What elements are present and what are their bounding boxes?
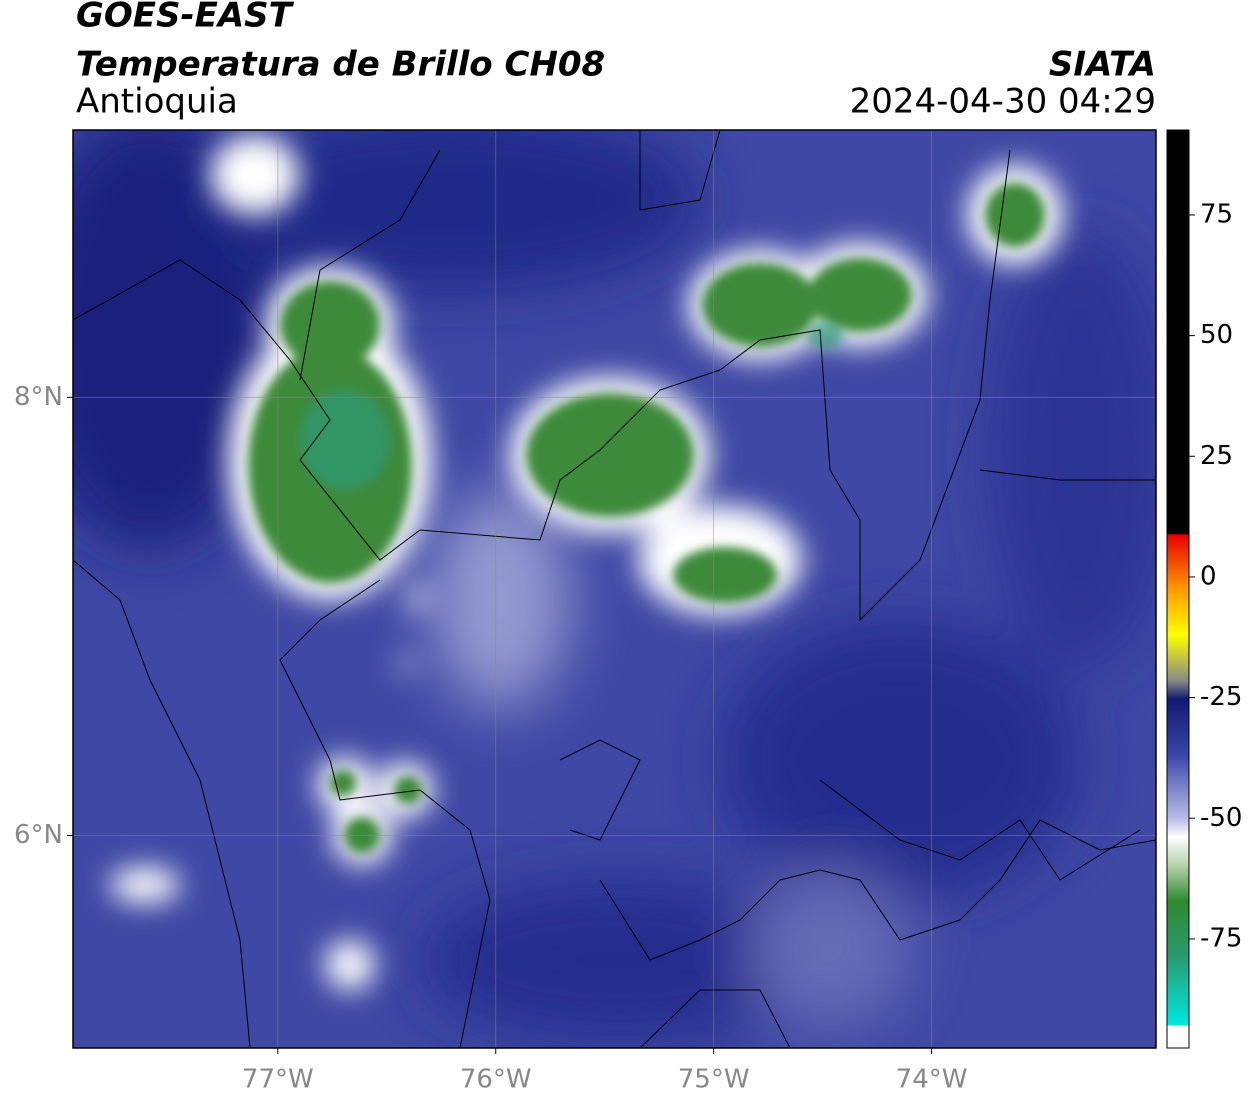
lat-tick-label: 6°N: [14, 820, 63, 850]
map-frame: [72, 129, 1157, 1049]
colorbar-tick-label: 0: [1200, 561, 1217, 591]
colorbar-tick-label: -75: [1200, 923, 1242, 953]
title: GOES-EAST: [76, 0, 295, 36]
satellite-image: [73, 130, 1156, 1048]
colorbar-tick-label: -25: [1200, 682, 1242, 712]
boundaries: [73, 130, 1156, 1048]
lon-tick-label: 76°W: [460, 1065, 532, 1095]
timestamp: 2024-04-30 04:29: [850, 82, 1156, 122]
subtitle: Temperatura de Brillo CH08: [76, 45, 605, 85]
colorbar-tick-label: 75: [1200, 199, 1233, 229]
lon-tick-label: 77°W: [242, 1065, 314, 1095]
colorbar-tick-label: 50: [1200, 320, 1233, 350]
colorbar-tick-label: -50: [1200, 803, 1242, 833]
lon-tick-label: 75°W: [678, 1065, 750, 1095]
grid: [73, 130, 1156, 1048]
lon-tick-label: 74°W: [896, 1065, 968, 1095]
colorbar: [1166, 129, 1190, 1049]
source: SIATA: [1049, 45, 1156, 85]
colorbar-tick-label: 25: [1200, 441, 1233, 471]
lat-tick-label: 8°N: [14, 382, 63, 412]
region: Antioquia: [76, 82, 238, 122]
